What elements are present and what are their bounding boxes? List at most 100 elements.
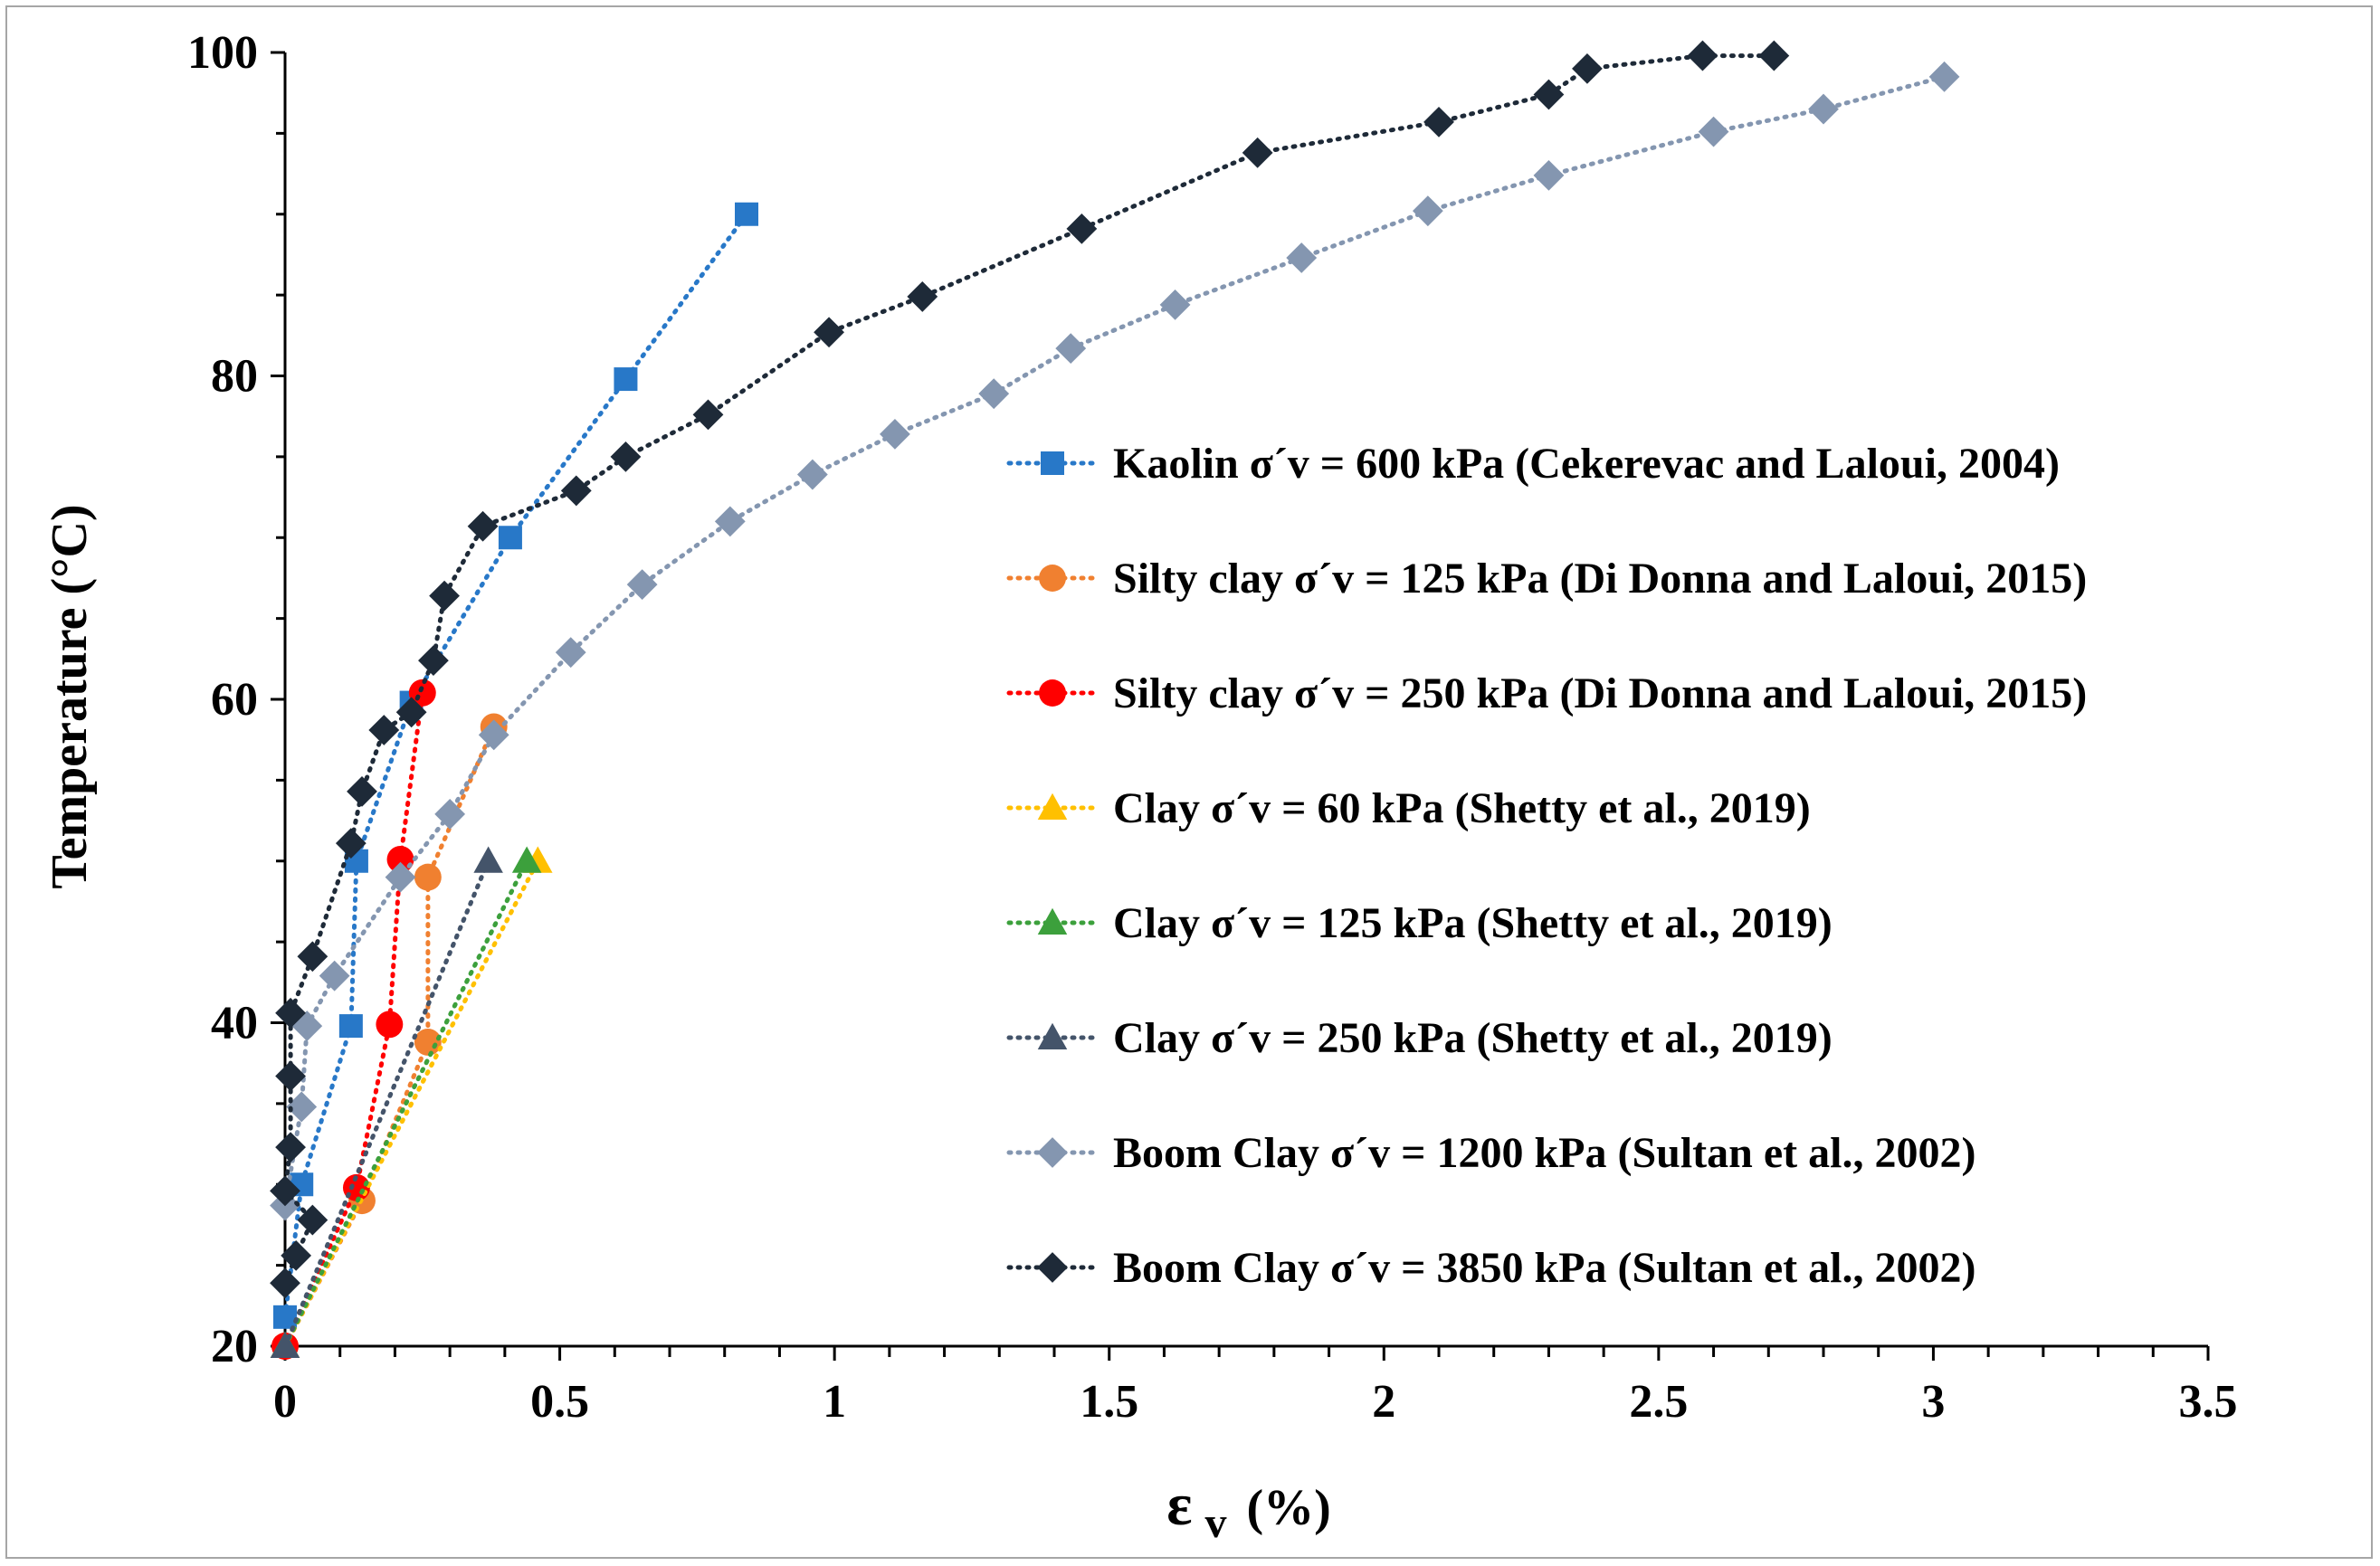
y-tick-label: 80 <box>211 351 258 403</box>
x-tick-label: 0 <box>273 1376 297 1428</box>
data-point <box>714 506 746 537</box>
data-point <box>978 378 1010 410</box>
legend-marker <box>1039 565 1066 592</box>
x-axis-ticks: 0 0.5 1 1.5 2 2.5 3 3.5 <box>273 1346 2238 1428</box>
data-point <box>498 526 522 550</box>
y-axis-ticks: 20 40 60 80 100 <box>187 27 285 1372</box>
legend-marker <box>1041 451 1064 475</box>
x-axis-title-symbol: ε <box>1166 1472 1192 1538</box>
data-point <box>429 580 460 612</box>
legend-marker <box>1037 1022 1068 1049</box>
series-line <box>282 859 491 1349</box>
data-point <box>1055 333 1087 365</box>
legend-label: Kaolin σ´v = 600 kPa (Cekerevac and Lalo… <box>1113 440 2060 488</box>
data-point <box>880 418 910 450</box>
legend: Kaolin σ´v = 600 kPa (Cekerevac and Lalo… <box>1006 440 2087 1292</box>
data-point <box>1698 116 1729 147</box>
data-point <box>478 719 509 751</box>
data-point <box>1533 79 1565 110</box>
data-point <box>511 846 542 873</box>
legend-label: Boom Clay σ´v = 3850 kPa (Sultan et al.,… <box>1113 1244 1975 1292</box>
data-point <box>814 317 844 348</box>
y-tick-label: 20 <box>211 1321 258 1372</box>
legend-label: Clay σ´v = 125 kPa (Shetty et al., 2019) <box>1113 899 1833 947</box>
data-point <box>1159 289 1191 320</box>
data-point <box>610 441 642 472</box>
y-tick-label: 40 <box>211 998 258 1049</box>
data-point <box>297 1204 328 1236</box>
y-tick-label: 100 <box>187 27 258 79</box>
data-point <box>1687 40 1718 71</box>
data-point <box>347 775 377 807</box>
x-axis-title-subscript: v <box>1204 1499 1226 1547</box>
data-point <box>319 960 350 992</box>
data-point <box>270 1175 300 1207</box>
data-point <box>270 1267 300 1299</box>
legend-item: Boom Clay σ´v = 3850 kPa (Sultan et al.,… <box>1006 1244 1975 1292</box>
series-1 <box>273 202 758 1329</box>
data-point <box>1533 159 1565 191</box>
data-point <box>626 569 658 600</box>
x-tick-label: 0.5 <box>530 1376 589 1428</box>
x-tick-label: 3.5 <box>2179 1376 2238 1428</box>
data-point <box>1423 106 1454 138</box>
data-point <box>376 1011 404 1039</box>
data-point <box>395 697 427 728</box>
legend-item: Boom Clay σ´v = 1200 kPa (Sultan et al.,… <box>1006 1129 1975 1177</box>
data-point <box>1928 61 1960 92</box>
data-point <box>1808 93 1839 125</box>
data-point <box>1242 137 1273 168</box>
data-point <box>414 1029 442 1056</box>
data-point <box>1286 242 1318 273</box>
data-point <box>414 863 442 891</box>
series-line <box>282 859 529 1349</box>
data-point <box>275 1060 306 1092</box>
data-point <box>692 399 724 431</box>
data-point <box>735 202 758 226</box>
data-point <box>434 799 466 830</box>
legend-marker <box>1039 679 1066 707</box>
x-tick-label: 3 <box>1921 1376 1945 1428</box>
data-point <box>286 1091 318 1123</box>
data-point <box>1066 213 1098 244</box>
chart-frame <box>5 5 2373 1559</box>
legend-item: Clay σ´v = 60 kPa (Shetty et al., 2019) <box>1006 784 1811 832</box>
legend-label: Boom Clay σ´v = 1200 kPa (Sultan et al.,… <box>1113 1129 1975 1177</box>
x-tick-label: 2 <box>1372 1376 1395 1428</box>
data-point <box>1758 40 1790 71</box>
legend-marker <box>1037 792 1068 820</box>
data-point <box>291 1011 323 1041</box>
data-point <box>338 1014 363 1039</box>
data-point <box>1412 195 1443 227</box>
y-tick-label: 60 <box>211 674 258 726</box>
data-point <box>467 510 499 542</box>
legend-item: Kaolin σ´v = 600 kPa (Cekerevac and Lalo… <box>1006 440 2060 488</box>
data-point <box>1572 52 1603 84</box>
data-point <box>418 645 449 676</box>
legend-label: Silty clay σ´v = 125 kPa (Di Donna and L… <box>1113 555 2087 603</box>
series-line <box>282 690 425 1349</box>
series-6 <box>270 846 503 1358</box>
legend-marker <box>1037 907 1068 935</box>
data-point <box>297 941 328 973</box>
x-tick-label: 1.5 <box>1080 1376 1138 1428</box>
data-point <box>385 861 416 893</box>
data-point <box>907 281 938 312</box>
data-point <box>275 1132 306 1163</box>
data-point <box>473 846 503 873</box>
y-axis-title: Temperature (°C) <box>42 504 98 888</box>
x-tick-label: 2.5 <box>1629 1376 1688 1428</box>
data-point <box>560 475 592 507</box>
legend-item: Clay σ´v = 250 kPa (Shetty et al., 2019) <box>1006 1014 1833 1062</box>
series-7 <box>270 61 1960 1221</box>
series-line <box>282 212 749 1320</box>
data-point <box>270 1331 300 1358</box>
legend-item: Silty clay σ´v = 125 kPa (Di Donna and L… <box>1006 555 2087 603</box>
data-point <box>281 1240 312 1271</box>
legend-item: Clay σ´v = 125 kPa (Shetty et al., 2019) <box>1006 899 1833 947</box>
series-layer <box>270 40 1960 1360</box>
data-point <box>368 715 400 745</box>
legend-label: Silty clay σ´v = 250 kPa (Di Donna and L… <box>1113 669 2087 717</box>
legend-item: Silty clay σ´v = 250 kPa (Di Donna and L… <box>1006 669 2087 717</box>
